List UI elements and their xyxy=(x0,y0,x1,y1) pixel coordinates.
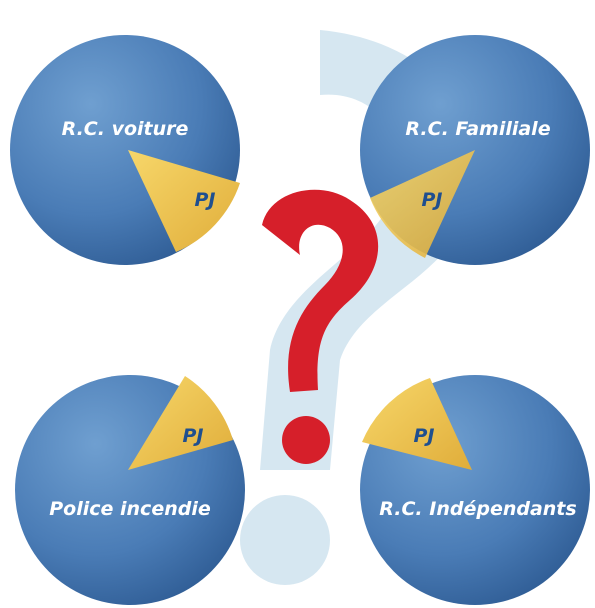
pie-slice xyxy=(128,376,233,470)
pie-label: R.C. Indépendants xyxy=(379,498,576,520)
pie-label: Police incendie xyxy=(49,498,211,520)
pie-slice xyxy=(362,378,472,470)
pie-top-left: R.C. voiture PJ xyxy=(10,35,240,265)
slice-label: PJ xyxy=(422,189,443,211)
slice-label: PJ xyxy=(183,425,204,447)
question-dot xyxy=(282,416,330,464)
question-mark xyxy=(262,189,379,392)
pie-label: R.C. voiture xyxy=(62,118,189,140)
slice-label: PJ xyxy=(414,425,435,447)
pie-bottom-left: Police incendie PJ xyxy=(15,375,245,605)
pie-slice xyxy=(128,150,240,252)
pie-bottom-right: R.C. Indépendants PJ xyxy=(360,375,590,605)
slice-label: PJ xyxy=(195,189,216,211)
pie-label: R.C. Familiale xyxy=(405,118,550,140)
bg-question-dot xyxy=(240,495,330,585)
pie-top-right: R.C. Familiale PJ xyxy=(360,35,590,265)
pie-slice xyxy=(370,150,475,258)
